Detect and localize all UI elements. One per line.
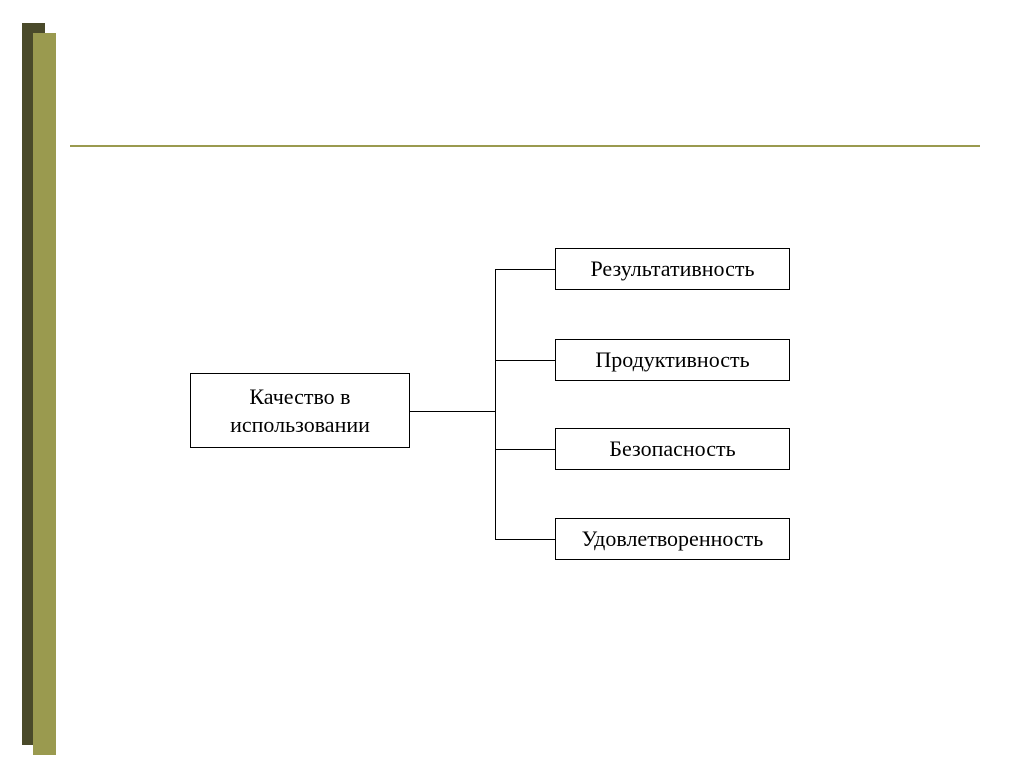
child-node-4-label: Удовлетворенность (582, 525, 764, 553)
connector-trunk (410, 411, 495, 412)
connector-branch-3 (495, 449, 555, 450)
connector-branch-4 (495, 539, 555, 540)
child-node-3: Безопасность (555, 428, 790, 470)
child-node-4: Удовлетворенность (555, 518, 790, 560)
connector-bus (495, 269, 496, 539)
child-node-3-label: Безопасность (609, 435, 735, 463)
root-node-label: Качество виспользовании (230, 383, 370, 438)
child-node-2-label: Продуктивность (595, 346, 749, 374)
root-node: Качество виспользовании (190, 373, 410, 448)
connector-branch-1 (495, 269, 555, 270)
connector-branch-2 (495, 360, 555, 361)
hierarchy-diagram: Качество виспользовании Результативность… (0, 0, 1024, 768)
child-node-1: Результативность (555, 248, 790, 290)
child-node-2: Продуктивность (555, 339, 790, 381)
child-node-1-label: Результативность (590, 255, 754, 283)
